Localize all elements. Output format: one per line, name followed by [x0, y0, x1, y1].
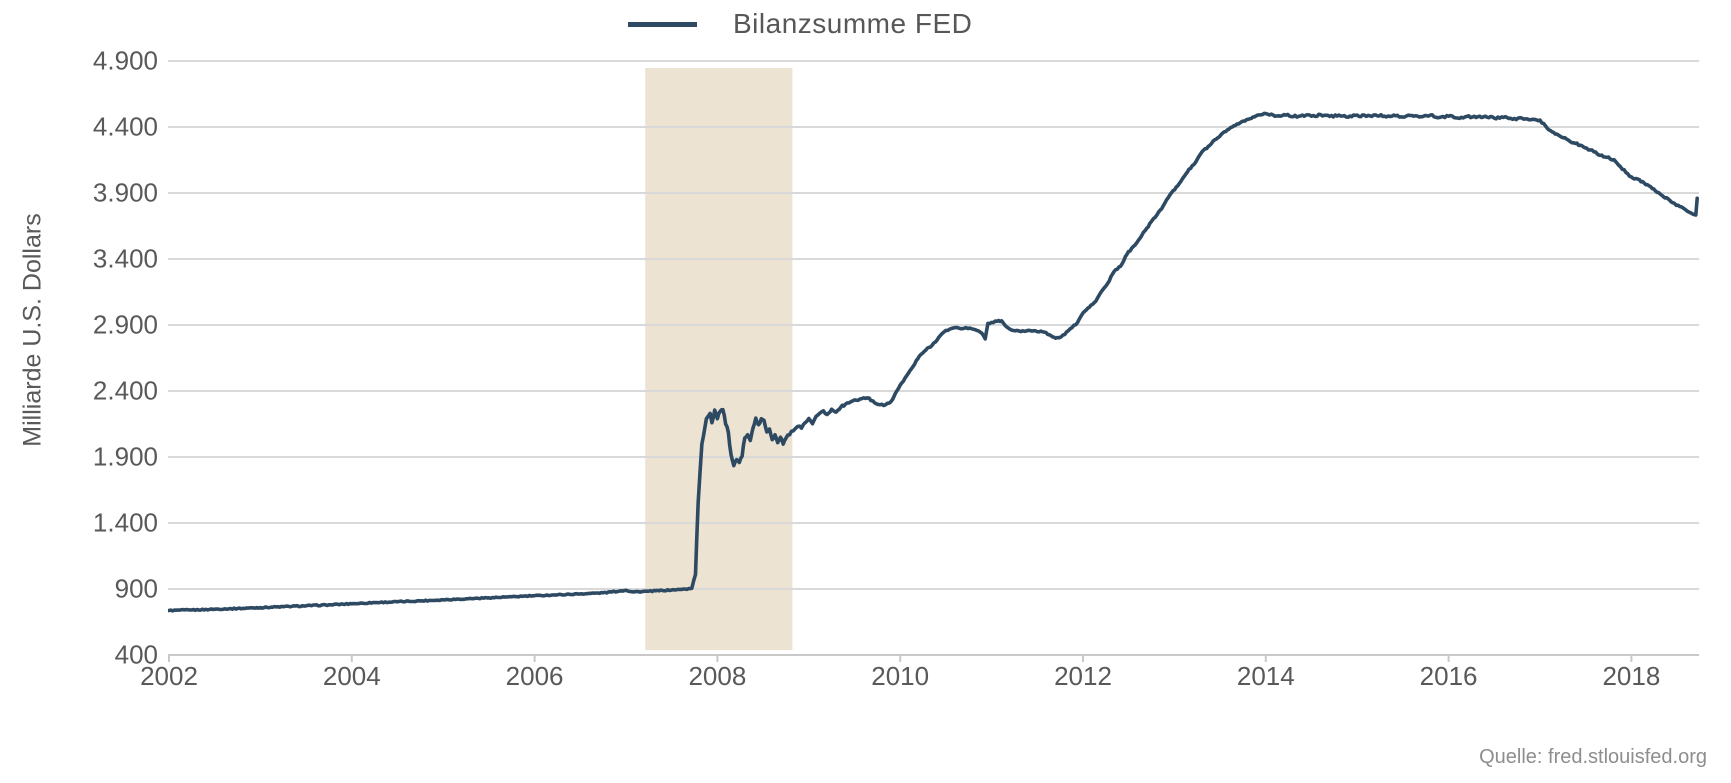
- balance-sheet-line: [168, 111, 1699, 613]
- source-credit: Quelle: fred.stlouisfed.org: [1479, 746, 1707, 768]
- legend: Bilanzsumme FED: [628, 8, 972, 40]
- legend-line-swatch-icon: [628, 21, 697, 27]
- y-tick-label: 3.400: [92, 243, 158, 274]
- y-tick-label: 1.900: [92, 441, 158, 472]
- x-tick-label: 2002: [140, 661, 198, 691]
- y-tick-label: 900: [114, 573, 158, 604]
- x-tick-label: 2010: [871, 661, 930, 691]
- x-tick-label: 2014: [1236, 661, 1295, 691]
- x-tick-label: 2008: [688, 661, 747, 691]
- x-tick-label: 2004: [322, 661, 381, 691]
- crisis-highlight-band: [645, 68, 793, 650]
- plot-svg: [168, 60, 1699, 662]
- y-tick-label: 1.400: [92, 507, 158, 538]
- x-tick-label: 2018: [1602, 661, 1661, 691]
- x-tick-label: 2012: [1054, 661, 1112, 691]
- x-tick-label: 2016: [1419, 661, 1478, 691]
- legend-label: Bilanzsumme FED: [733, 8, 973, 39]
- y-tick-label: 3.900: [92, 177, 158, 208]
- y-tick-label: 4.900: [92, 45, 158, 76]
- y-tick-label: 2.400: [92, 375, 158, 406]
- y-tick-label: 4.400: [92, 111, 158, 142]
- y-tick-label: 400: [114, 639, 158, 670]
- y-tick-label: 2.900: [92, 309, 158, 340]
- x-tick-label: 2006: [505, 661, 564, 691]
